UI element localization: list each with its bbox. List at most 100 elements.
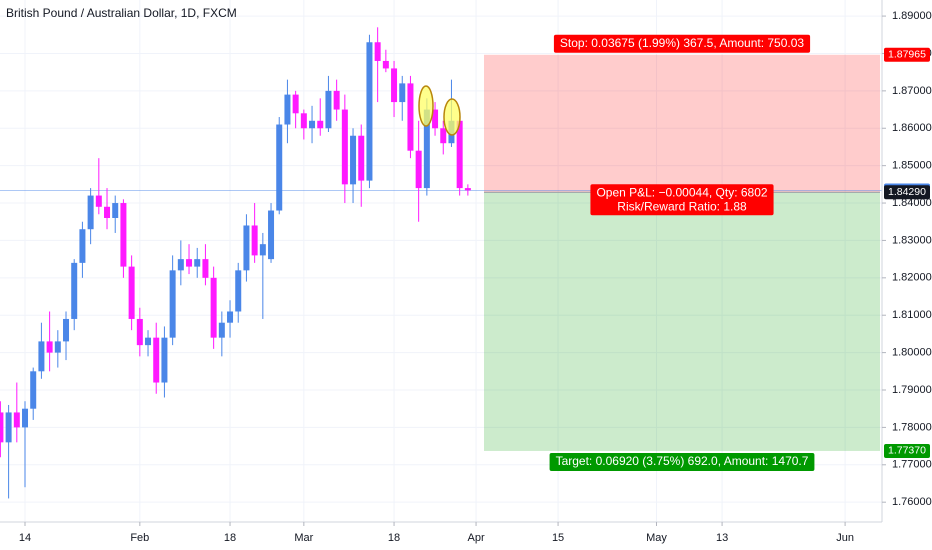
y-tick-label: 1.89000 — [892, 10, 932, 22]
candle-body — [276, 124, 283, 211]
candle-body — [153, 337, 160, 383]
candle-body — [169, 270, 176, 338]
candle-body — [161, 337, 168, 383]
candle-body — [54, 341, 61, 353]
x-tick-label: 15 — [552, 532, 564, 544]
candle-body — [358, 135, 365, 181]
candle-body — [382, 60, 389, 69]
x-tick-label: May — [646, 532, 667, 544]
price-tag — [884, 185, 930, 200]
x-tick-label: Mar — [294, 532, 313, 544]
candle-body — [120, 203, 127, 267]
candle-body — [268, 210, 275, 260]
candle-body — [194, 259, 201, 267]
y-tick-label: 1.78000 — [892, 421, 932, 433]
price-tag — [884, 47, 930, 62]
price-tag — [884, 443, 930, 458]
tool-label: Risk/Reward Ratio: 1.88 — [617, 199, 747, 213]
candle-body — [46, 341, 53, 353]
highlight-ellipse — [443, 98, 461, 136]
x-tick-label: Apr — [467, 532, 484, 544]
x-tick-label: 18 — [388, 532, 400, 544]
candle-body — [341, 109, 348, 185]
y-tick-label: 1.81000 — [892, 309, 932, 321]
y-tick-label: 1.84000 — [892, 197, 932, 209]
tool-label-box — [549, 452, 815, 471]
candle-body — [202, 259, 209, 278]
candle-body — [186, 259, 193, 267]
candle-body — [227, 311, 234, 323]
candle-body — [22, 408, 29, 428]
candle-body — [350, 135, 357, 185]
candle-body — [136, 318, 143, 346]
y-tick-label: 1.87000 — [892, 85, 932, 97]
candles — [0, 27, 471, 499]
price-tag-label: 1.77370 — [888, 445, 926, 457]
candle-body — [71, 262, 78, 319]
candle-body — [391, 68, 398, 103]
candle-body — [0, 412, 4, 443]
y-tick-label: 1.76000 — [892, 496, 932, 508]
candle-body — [235, 270, 242, 312]
candle-body — [399, 83, 406, 103]
candle-body — [104, 206, 111, 218]
candle-body — [309, 120, 316, 129]
stop-zone — [484, 54, 880, 193]
candle-body — [13, 412, 20, 428]
annotations — [418, 85, 461, 136]
labels: Stop: 0.03675 (1.99%) 367.5, Amount: 750… — [549, 34, 815, 471]
x-tick-label: 14 — [19, 532, 31, 544]
tool-label: Open P&L: −0.00044, Qty: 6802 — [596, 185, 767, 199]
candle-body — [177, 259, 184, 271]
position-tool — [0, 54, 882, 451]
candle-body — [30, 371, 37, 409]
y-tick-label: 1.83000 — [892, 234, 932, 246]
candle-body — [423, 109, 430, 189]
y-tick-label: 1.79000 — [892, 384, 932, 396]
candle-body — [366, 42, 373, 181]
y-tick-label: 1.80000 — [892, 347, 932, 359]
candle-body — [251, 225, 258, 256]
y-tick-label: 1.82000 — [892, 272, 932, 284]
chart-title: British Pound / Australian Dollar, 1D, F… — [6, 6, 237, 20]
x-tick-label: Feb — [130, 532, 149, 544]
candle-body — [210, 277, 217, 338]
candle-body — [464, 188, 471, 191]
target-zone — [484, 192, 880, 451]
y-tick-label: 1.85000 — [892, 160, 932, 172]
y-tick-label: 1.77000 — [892, 459, 932, 471]
tool-label-box — [590, 184, 774, 216]
x-tick-label: 13 — [716, 532, 728, 544]
candle-body — [325, 90, 332, 129]
candle-body — [292, 94, 299, 114]
candle-body — [95, 195, 102, 207]
tool-label: Target: 0.06920 (3.75%) 692.0, Amount: 1… — [556, 454, 809, 468]
x-tick-label: Jun — [836, 532, 854, 544]
candle-body — [432, 109, 439, 129]
tool-label: Stop: 0.03675 (1.99%) 367.5, Amount: 750… — [560, 36, 805, 50]
candle-body — [407, 83, 414, 151]
candle-body — [63, 318, 70, 342]
price-tag-label: 1.87965 — [888, 49, 926, 61]
candle-body — [317, 120, 324, 129]
candle-body — [112, 203, 119, 218]
candle-body — [145, 337, 152, 346]
candle-body — [440, 128, 447, 144]
candle-body — [333, 90, 340, 110]
highlight-ellipse — [418, 85, 434, 127]
candle-body — [128, 266, 135, 319]
candle-body — [218, 322, 225, 338]
y-tick-label: 1.86000 — [892, 122, 932, 134]
axes: 1.76000 1.77000 1.78000 1.79000 1.80000 1.810… — [19, 10, 932, 544]
candle-body — [300, 113, 307, 129]
candle-body — [243, 225, 250, 271]
candle-body — [374, 42, 381, 61]
x-tick-label: 18 — [224, 532, 236, 544]
candle-body — [456, 120, 463, 189]
tool-label-box — [553, 34, 811, 53]
candle-body — [284, 94, 291, 125]
candle-body — [259, 244, 266, 256]
candle-body — [5, 412, 12, 443]
candle-body — [38, 341, 45, 372]
